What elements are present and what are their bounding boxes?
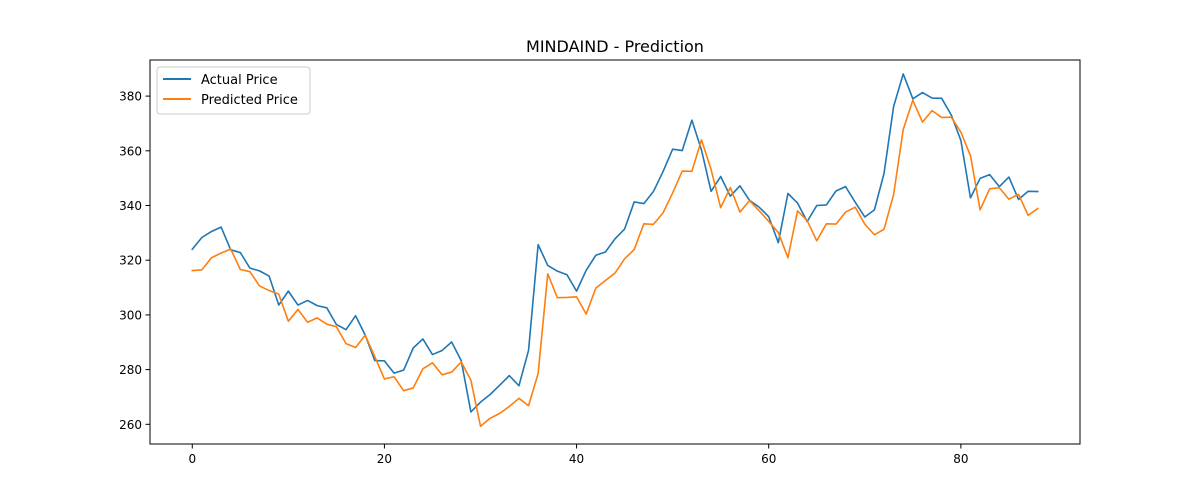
plot-frame [149, 59, 1081, 445]
y-tick-label: 320 [119, 254, 142, 268]
chart-title: MINDAIND - Prediction [526, 37, 704, 56]
series-line-predicted-price [191, 99, 1039, 428]
y-tick-label: 260 [119, 418, 142, 432]
x-tick-label: 80 [953, 452, 968, 466]
y-axis: 260 280 300 320 340 360 380 [119, 90, 150, 432]
x-axis: 0 20 40 60 80 [188, 444, 969, 466]
y-tick-label: 300 [119, 308, 142, 322]
x-tick-label: 60 [761, 452, 776, 466]
legend: Actual Price Predicted Price [156, 66, 311, 115]
y-tick-label: 280 [119, 363, 142, 377]
legend-label-actual: Actual Price [201, 73, 278, 88]
legend-box [156, 66, 311, 115]
y-tick-label: 360 [119, 144, 142, 158]
y-tick-label: 340 [119, 199, 142, 213]
x-tick-label: 0 [188, 452, 196, 466]
x-tick-label: 40 [569, 452, 584, 466]
legend-label-predicted: Predicted Price [201, 93, 298, 108]
x-tick-label: 20 [377, 452, 392, 466]
series-line-actual-price [191, 73, 1039, 413]
y-tick-label: 380 [119, 90, 142, 104]
series-layer [191, 73, 1039, 428]
